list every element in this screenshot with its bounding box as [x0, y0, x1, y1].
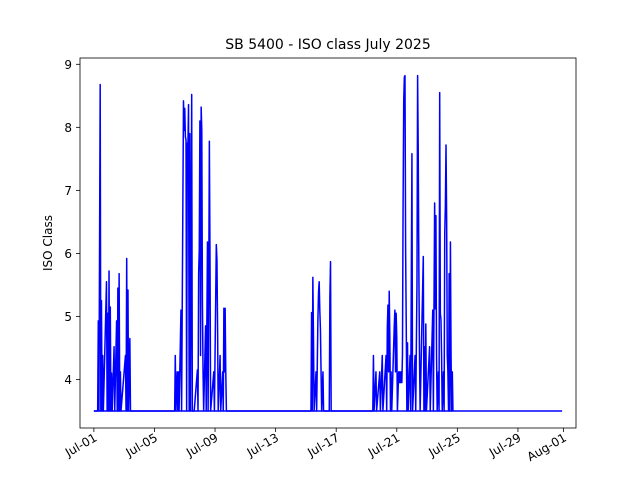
x-tick-label: Jul-09 [183, 430, 220, 460]
x-tick-label: Jul-05 [123, 430, 160, 460]
plot-frame [79, 57, 577, 429]
x-tick-label: Aug-01 [525, 430, 569, 464]
iso-class-series-line [93, 74, 454, 412]
y-axis-label: ISO Class [41, 215, 55, 271]
y-tick-label: 5 [64, 310, 72, 324]
x-tick-label: Jul-13 [244, 430, 281, 460]
x-tick-label: Jul-25 [425, 430, 462, 460]
y-tick-label: 8 [64, 121, 72, 135]
chart-title: SB 5400 - ISO class July 2025 [225, 37, 430, 53]
x-tick-label: Jul-21 [365, 430, 402, 460]
y-tick-label: 9 [64, 58, 72, 72]
plot-area [93, 74, 563, 412]
y-tick-label: 6 [64, 247, 72, 261]
x-tick-label: Jul-17 [304, 430, 341, 460]
x-tick-label: Jul-29 [486, 430, 523, 460]
x-tick-label: Jul-01 [62, 430, 99, 460]
axes: 4 5 6 7 8 9 Jul-01 Jul-05 Jul-09 Jul-13 Jul-17 Jul-… [62, 58, 569, 464]
y-tick-label: 4 [64, 373, 72, 387]
y-tick-label: 7 [64, 184, 72, 198]
